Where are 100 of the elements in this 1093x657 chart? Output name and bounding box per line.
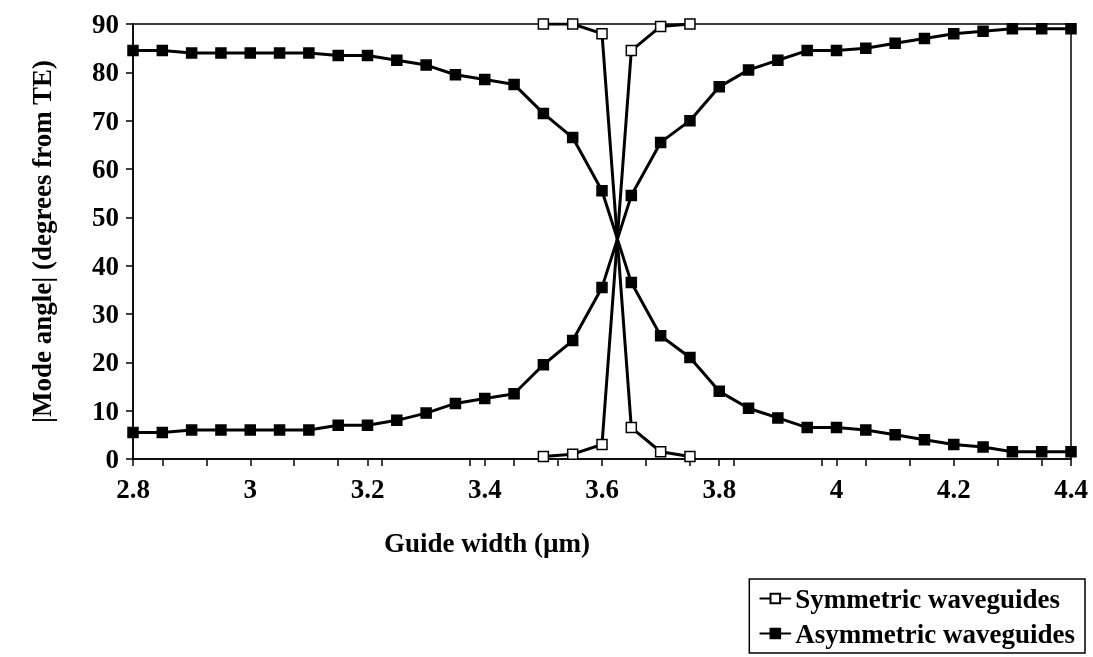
point: [273, 47, 286, 59]
point: [860, 42, 872, 54]
point: [625, 276, 638, 289]
point: [918, 32, 931, 45]
point: [684, 351, 696, 364]
point: [303, 47, 315, 59]
point: [479, 73, 491, 86]
y-tick-label: 80: [92, 57, 119, 88]
point: [391, 54, 403, 66]
point: [742, 402, 755, 414]
point: [1006, 23, 1019, 35]
y-axis-title: |Mode angle| (degrees from TE): [26, 60, 57, 423]
point: [830, 421, 843, 434]
point: [566, 448, 579, 460]
point: [1065, 446, 1077, 458]
point: [889, 37, 901, 50]
point: [1035, 446, 1048, 458]
y-tick-label: 60: [92, 154, 119, 184]
x-tick-label: 4: [829, 473, 844, 504]
point: [625, 421, 638, 434]
point: [127, 426, 139, 439]
point: [977, 441, 989, 453]
point: [654, 330, 667, 342]
point: [215, 47, 227, 59]
legend-label: Symmetric waveguides: [795, 583, 1061, 614]
point: [361, 49, 374, 62]
y-tick-label: 90: [92, 9, 119, 39]
point: [566, 131, 579, 144]
point: [156, 426, 169, 439]
point: [830, 44, 843, 57]
x-tick-label: 4.4: [1054, 473, 1088, 504]
point: [654, 136, 667, 149]
point: [772, 412, 784, 424]
x-tick-label: 3.2: [350, 473, 385, 504]
x-axis-title: Guide width (µm): [383, 527, 591, 558]
y-tick-label: 10: [92, 395, 119, 426]
point: [596, 438, 608, 451]
point: [889, 429, 901, 441]
point: [537, 107, 550, 120]
point: [273, 424, 286, 436]
x-tick-label: 2.8: [116, 473, 150, 504]
x-tick-label: 3.8: [702, 473, 737, 504]
y-tick-label: 50: [92, 202, 119, 233]
point: [654, 446, 667, 458]
point: [801, 421, 813, 434]
y-tick-label: 40: [92, 250, 119, 281]
point: [332, 419, 344, 431]
point: [215, 424, 227, 436]
point: [185, 47, 198, 59]
point: [684, 450, 696, 463]
point: [801, 44, 813, 57]
point: [449, 397, 462, 410]
point: [742, 64, 755, 76]
point: [596, 281, 608, 294]
point: [772, 54, 784, 66]
point: [1035, 23, 1048, 35]
point: [684, 18, 696, 30]
point: [1065, 23, 1077, 35]
x-tick-label: 3.4: [467, 473, 502, 504]
point: [420, 407, 432, 419]
point: [948, 438, 960, 451]
point: [127, 44, 139, 57]
point: [332, 49, 344, 62]
point: [684, 114, 696, 127]
point: [537, 359, 550, 371]
legend-label: Asymmetric waveguides: [795, 618, 1076, 649]
y-tick-label: 70: [92, 105, 119, 136]
point: [713, 385, 725, 398]
point: [156, 44, 169, 57]
point: [391, 414, 403, 427]
point: [244, 424, 256, 436]
point: [537, 450, 550, 463]
point: [977, 25, 989, 37]
point: [948, 27, 960, 40]
x-tick-label: 3.6: [585, 473, 619, 504]
point: [449, 69, 462, 81]
point: [479, 392, 491, 405]
point: [860, 424, 872, 436]
point: [918, 433, 931, 446]
point: [508, 388, 520, 400]
point: [596, 27, 608, 40]
y-tick-label: 0: [105, 444, 119, 474]
point: [625, 44, 638, 57]
point: [185, 424, 198, 436]
point: [625, 189, 638, 202]
point: [596, 185, 608, 197]
point: [566, 334, 579, 347]
point: [244, 47, 256, 59]
y-tick-label: 20: [92, 347, 119, 378]
point: [420, 59, 432, 71]
point: [1006, 446, 1019, 458]
point: [537, 18, 550, 30]
point: [566, 18, 579, 30]
point: [361, 419, 374, 431]
point: [303, 424, 315, 436]
y-tick-label: 30: [92, 299, 119, 329]
x-tick-label: 4.2: [936, 473, 971, 504]
x-tick-label: 3: [243, 473, 257, 504]
point: [713, 81, 725, 93]
point: [654, 20, 667, 33]
